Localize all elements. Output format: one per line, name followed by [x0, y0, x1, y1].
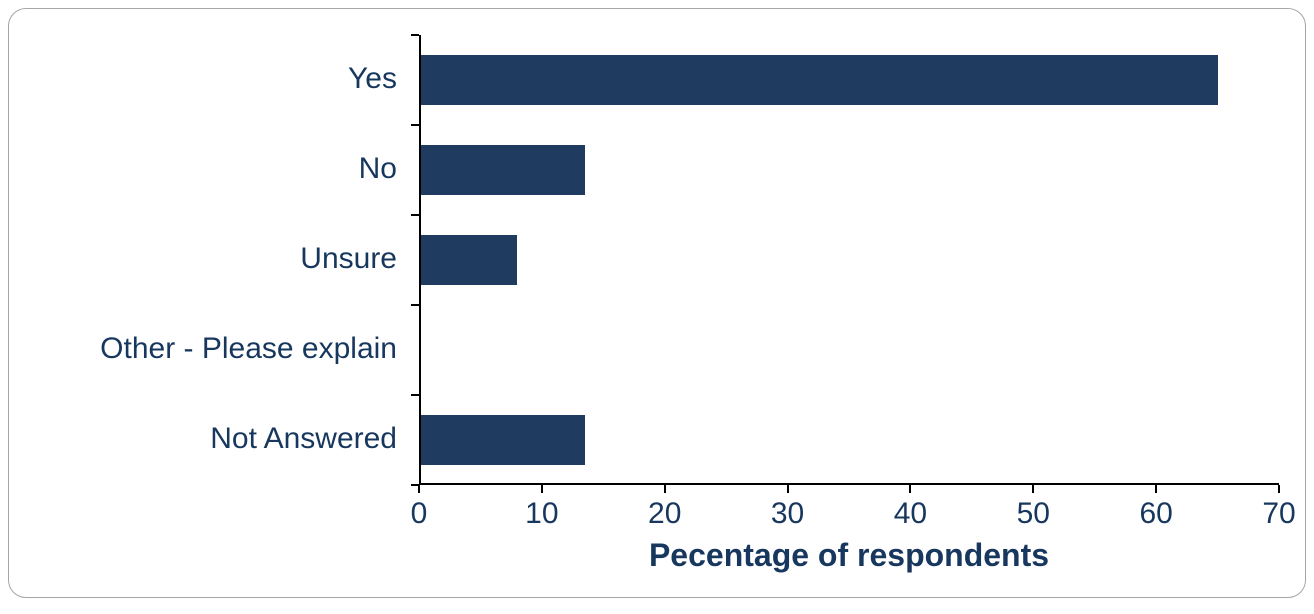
bar: [421, 145, 585, 195]
y-tick: [411, 394, 419, 396]
bar: [421, 415, 585, 465]
x-tick-label: 70: [1262, 497, 1295, 531]
x-tick: [1155, 485, 1157, 493]
y-category-label: Yes: [348, 62, 397, 96]
y-category-label: Not Answered: [210, 422, 397, 456]
plot-area: 010203040506070: [419, 35, 1279, 485]
x-tick: [1032, 485, 1034, 493]
x-tick-label: 60: [1139, 497, 1172, 531]
x-tick-label: 10: [525, 497, 558, 531]
x-tick: [1278, 485, 1280, 493]
x-tick-label: 40: [894, 497, 927, 531]
x-tick: [664, 485, 666, 493]
x-tick-label: 0: [411, 497, 428, 531]
x-tick: [541, 485, 543, 493]
x-tick: [909, 485, 911, 493]
chart-frame: 010203040506070 Pecentage of respondents…: [8, 8, 1306, 598]
x-tick: [418, 485, 420, 493]
y-category-label: Other - Please explain: [100, 332, 397, 366]
y-category-label: No: [359, 152, 397, 186]
y-tick: [411, 304, 419, 306]
y-tick: [411, 124, 419, 126]
x-tick-label: 50: [1017, 497, 1050, 531]
y-tick: [411, 214, 419, 216]
y-tick: [411, 484, 419, 486]
x-tick: [787, 485, 789, 493]
bar: [421, 235, 517, 285]
x-tick-label: 30: [771, 497, 804, 531]
x-tick-label: 20: [648, 497, 681, 531]
x-axis-line: [419, 483, 1279, 485]
y-category-label: Unsure: [300, 242, 397, 276]
y-tick: [411, 34, 419, 36]
x-axis-title: Pecentage of respondents: [419, 537, 1279, 574]
bar: [421, 55, 1218, 105]
